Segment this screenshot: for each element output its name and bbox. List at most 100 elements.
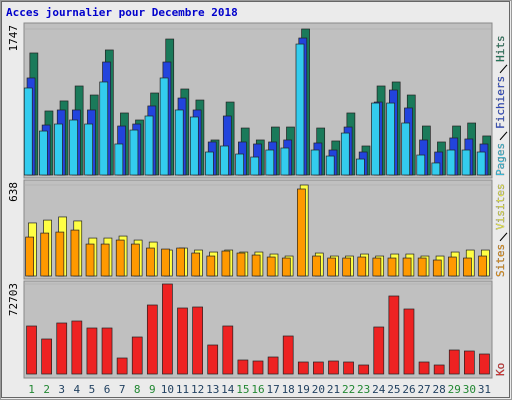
bar: [146, 247, 155, 277]
bar: [343, 361, 354, 375]
bar: [342, 257, 352, 277]
legend-entry: Pages: [494, 143, 507, 176]
bar: [70, 229, 80, 277]
x-tick-label: 19: [297, 383, 310, 396]
bar: [282, 335, 294, 375]
bar: [38, 130, 48, 176]
x-tick-label: 24: [372, 383, 386, 396]
bar: [478, 255, 487, 277]
bar: [236, 252, 246, 277]
bar: [357, 256, 367, 277]
bar: [310, 149, 320, 176]
bar: [448, 256, 457, 277]
bar: [417, 257, 427, 277]
legend: Ko: [494, 363, 507, 376]
bar: [464, 350, 475, 375]
bar: [115, 239, 125, 277]
x-tick-label: 12: [191, 383, 204, 396]
bar: [280, 147, 290, 176]
x-tick-label: 23: [357, 383, 370, 396]
bar: [146, 304, 158, 375]
bar: [84, 123, 93, 176]
x-tick-label: 22: [342, 383, 355, 396]
x-tick-label: 16: [251, 383, 264, 396]
x-tick-label: 14: [221, 383, 235, 396]
bar: [129, 129, 139, 176]
x-tick-label: 1: [28, 383, 35, 396]
bar: [295, 43, 305, 176]
x-tick-label: 3: [58, 383, 65, 396]
bar: [162, 283, 173, 375]
x-tick-label: 8: [134, 383, 141, 396]
bar: [159, 77, 169, 176]
bar: [144, 115, 154, 176]
bar: [237, 359, 249, 375]
x-tick-label: 7: [119, 383, 126, 396]
bar: [297, 188, 306, 277]
bar: [479, 353, 490, 375]
bar: [221, 250, 231, 277]
bar: [463, 257, 472, 277]
bar: [26, 325, 37, 375]
bar: [100, 243, 110, 277]
x-tick-label: 6: [104, 383, 111, 396]
bar: [281, 257, 291, 277]
bar: [313, 361, 324, 375]
bar: [131, 336, 143, 375]
x-tick-label: 30: [463, 383, 476, 396]
bar: [101, 327, 113, 375]
y-tick-label: 72703: [7, 283, 20, 316]
bar: [192, 306, 203, 375]
bar: [265, 149, 275, 176]
legend: Pages Fichiers Hits: [494, 35, 507, 176]
x-tick-label: 13: [206, 383, 219, 396]
bar: [251, 254, 261, 277]
bar: [161, 248, 170, 277]
bar: [54, 123, 63, 176]
bar: [297, 361, 309, 375]
bar: [207, 344, 219, 375]
bar: [448, 349, 460, 375]
legend-entry: Sites: [494, 244, 507, 277]
legend-entry: Fichiers: [494, 76, 507, 129]
bar: [116, 357, 128, 375]
bar: [252, 360, 264, 375]
bar: [220, 145, 229, 176]
bar: [356, 158, 365, 176]
bar: [386, 102, 395, 176]
x-tick-label: 5: [89, 383, 96, 396]
bar: [372, 257, 382, 277]
bar: [387, 257, 397, 277]
bar: [177, 307, 188, 375]
bar: [191, 252, 201, 277]
bar: [71, 320, 83, 375]
x-tick-label: 10: [161, 383, 174, 396]
x-tick-label: 18: [282, 383, 295, 396]
legend-entry: Visites: [494, 184, 507, 230]
x-tick-label: 21: [327, 383, 340, 396]
bar: [371, 102, 380, 176]
bar: [25, 236, 34, 277]
bar: [402, 257, 412, 277]
bar: [328, 360, 339, 375]
legend-separator: [499, 232, 508, 242]
bar: [325, 155, 335, 176]
bar: [416, 154, 426, 176]
bar: [235, 153, 244, 176]
bar: [176, 247, 185, 277]
x-tick-label: 15: [236, 383, 249, 396]
bar: [340, 132, 350, 176]
bar: [446, 149, 456, 176]
legend-entry: Ko: [494, 363, 507, 376]
x-tick-label: 9: [149, 383, 156, 396]
legend: Sites Visites: [494, 184, 507, 277]
bar: [327, 257, 336, 277]
bar: [418, 361, 430, 375]
bar: [266, 256, 276, 277]
x-tick-label: 2: [43, 383, 50, 396]
y-tick-label: 1747: [7, 25, 20, 52]
bar: [403, 308, 415, 375]
x-tick-label: 4: [74, 383, 81, 396]
x-tick-label: 28: [433, 383, 446, 396]
